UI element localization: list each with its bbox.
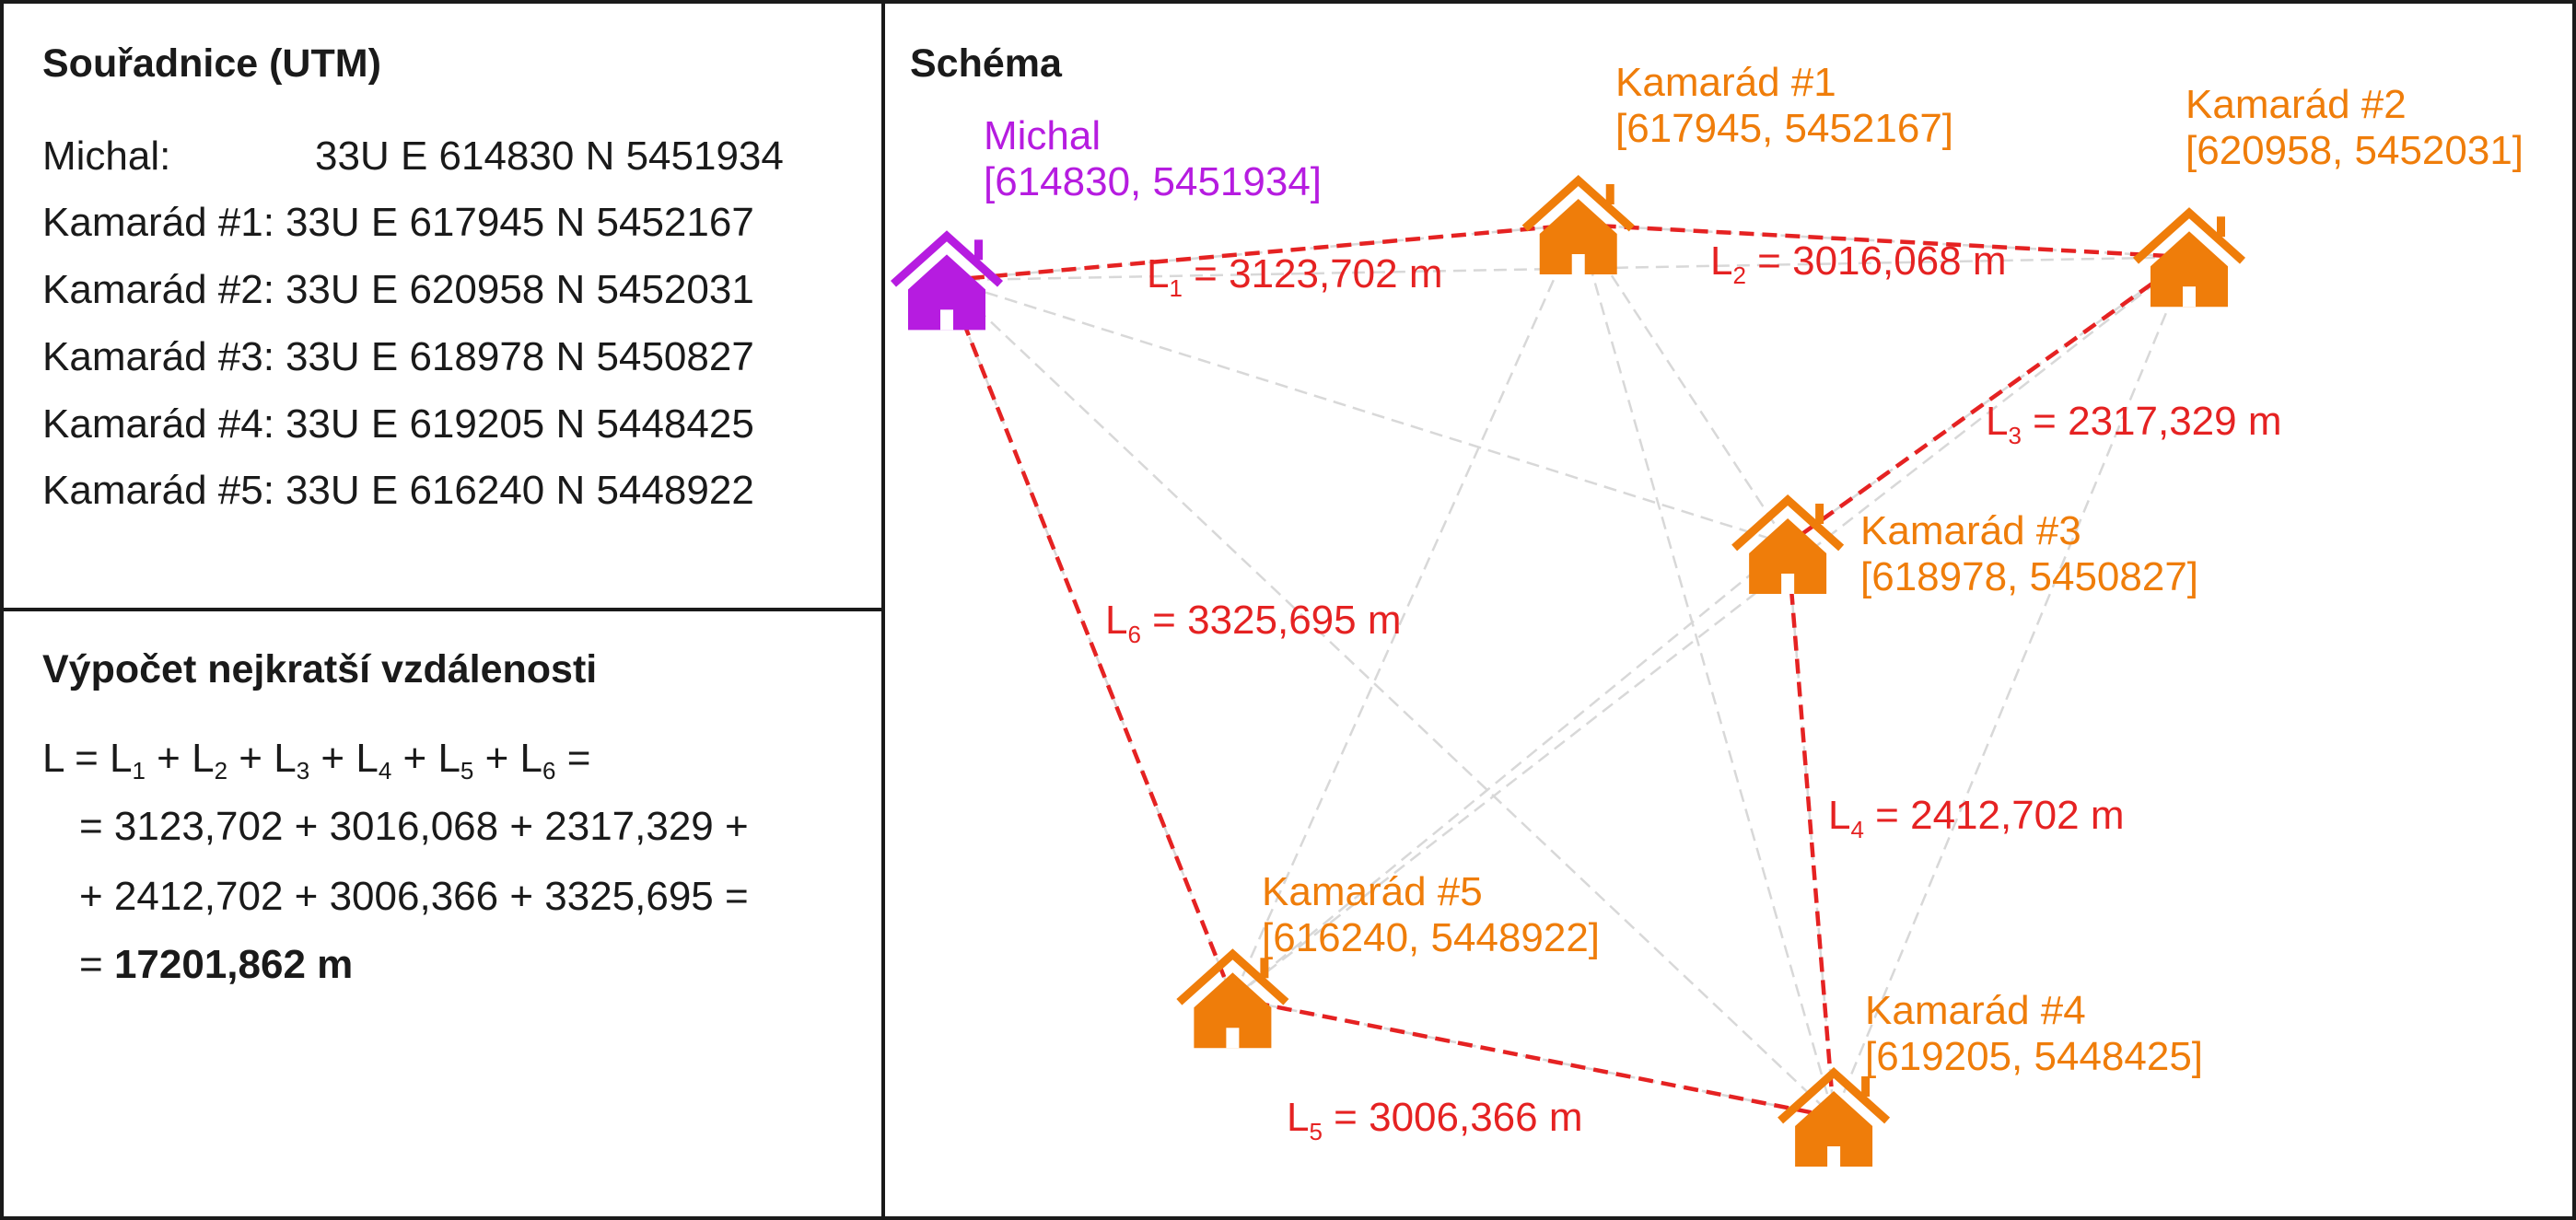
formula-term: L6 bbox=[519, 736, 556, 784]
route-lines bbox=[944, 222, 2191, 1120]
route-labels: L1 = 3123,702 m L2 = 3016,068 m L3 = 2317,… bbox=[1105, 238, 2282, 1145]
node-coord-label: [616240, 5448922] bbox=[1262, 915, 1600, 960]
node-coord-label: [614830, 5451934] bbox=[984, 159, 1322, 204]
coord-value: 33U E 619205 N 5448425 bbox=[285, 401, 754, 447]
node-coord-label: [618978, 5450827] bbox=[1860, 554, 2198, 599]
formula-term: L3 bbox=[274, 736, 310, 784]
calc-sum-line-1: = 3123,702 + 3016,068 + 2317,329 + bbox=[79, 804, 749, 849]
houses bbox=[890, 174, 2246, 1167]
house-icon bbox=[1778, 1066, 1891, 1167]
faint-connection-line bbox=[1577, 224, 1836, 1118]
faint-connection-line bbox=[946, 279, 1789, 546]
node-name-label: Kamarád #3 bbox=[1860, 508, 2081, 553]
faint-connection-line bbox=[946, 255, 2190, 282]
route-line bbox=[1231, 996, 1835, 1120]
calc-result: 17201,862 m bbox=[113, 942, 354, 987]
route-line bbox=[946, 222, 1579, 283]
faint-connection-line bbox=[946, 279, 1835, 1118]
panel-divider-horizontal bbox=[0, 608, 883, 611]
calc-title: Výpočet nejkratší vzdálenosti bbox=[42, 647, 598, 691]
panel-divider-vertical bbox=[881, 0, 885, 1220]
route-label: L1 = 3123,702 m bbox=[1147, 251, 1443, 302]
faint-connection-line bbox=[1231, 543, 1789, 1000]
route-line bbox=[1785, 543, 1836, 1118]
outer-border-top bbox=[0, 0, 2576, 4]
node-name-label: Kamarád #2 bbox=[2186, 82, 2407, 127]
calc-formula: L = L1 + L2 + L3 + L4 + L5 + L6 = bbox=[42, 736, 591, 784]
formula-term: L1 bbox=[110, 736, 146, 784]
outer-border-right bbox=[2572, 0, 2576, 1220]
coord-value: 33U E 620958 N 5452031 bbox=[285, 267, 754, 312]
coord-value: 33U E 618978 N 5450827 bbox=[285, 334, 754, 379]
formula-lhs: L bbox=[42, 736, 64, 781]
faint-connection-line bbox=[945, 279, 1234, 999]
coord-value: 33U E 616240 N 5448922 bbox=[285, 468, 754, 513]
route-line bbox=[1578, 222, 2190, 260]
coord-name: Kamarád #5: bbox=[42, 468, 274, 513]
route-label: L5 = 3006,366 m bbox=[1287, 1095, 1583, 1145]
node-coord-label: [619205, 5448425] bbox=[1865, 1034, 2203, 1079]
coord-value: 33U E 617945 N 5452167 bbox=[285, 200, 754, 245]
node-name-label: Kamarád #5 bbox=[1262, 869, 1483, 914]
other-connections bbox=[945, 223, 2191, 1119]
calc-result-prefix: = bbox=[79, 942, 103, 987]
formula-term: L4 bbox=[356, 736, 392, 784]
house-icon bbox=[1731, 494, 1845, 594]
node-name-label: Michal bbox=[984, 113, 1101, 158]
calc-result-line: = 17201,862 m bbox=[79, 945, 353, 985]
coord-name: Kamarád #2: bbox=[42, 267, 274, 312]
route-label: L3 = 2317,329 m bbox=[1986, 399, 2282, 449]
route-label: L2 = 3016,068 m bbox=[1710, 238, 2007, 289]
route-line bbox=[1786, 255, 2191, 546]
outer-border-bottom bbox=[0, 1216, 2576, 1220]
house-icon bbox=[2132, 207, 2246, 308]
faint-connection-line bbox=[1577, 224, 1789, 545]
coord-name: Kamarád #1: bbox=[42, 200, 274, 245]
coord-name: Kamarád #3: bbox=[42, 334, 274, 379]
schema-title: Schéma bbox=[910, 41, 1062, 86]
coord-name: Michal: bbox=[42, 134, 171, 179]
node-coord-label: [620958, 5452031] bbox=[2186, 128, 2524, 173]
house-icon bbox=[890, 230, 1004, 331]
calc-sum-line-2: + 2412,702 + 3006,366 + 3325,695 = bbox=[79, 874, 749, 919]
house-icon bbox=[1521, 174, 1635, 274]
route-line bbox=[944, 279, 1235, 1000]
coord-value: 33U E 614830 N 5451934 bbox=[315, 134, 784, 179]
node-coord-label: [617945, 5452167] bbox=[1615, 106, 1953, 151]
coord-name: Kamarád #4: bbox=[42, 401, 274, 447]
node-name-label: Kamarád #4 bbox=[1865, 988, 2086, 1033]
house-icon bbox=[1176, 948, 1289, 1049]
route-label: L6 = 3325,695 m bbox=[1105, 598, 1402, 648]
route-label: L4 = 2412,702 m bbox=[1828, 793, 2125, 843]
formula-term: L2 bbox=[192, 736, 228, 784]
node-name-label: Kamarád #1 bbox=[1615, 60, 1836, 105]
coords-title: Souřadnice (UTM) bbox=[42, 41, 381, 86]
node-labels: Michal[614830, 5451934] Kamarád #1[617945… bbox=[984, 60, 2524, 1079]
formula-term: L5 bbox=[437, 736, 474, 784]
faint-connection-line bbox=[1832, 256, 2191, 1118]
